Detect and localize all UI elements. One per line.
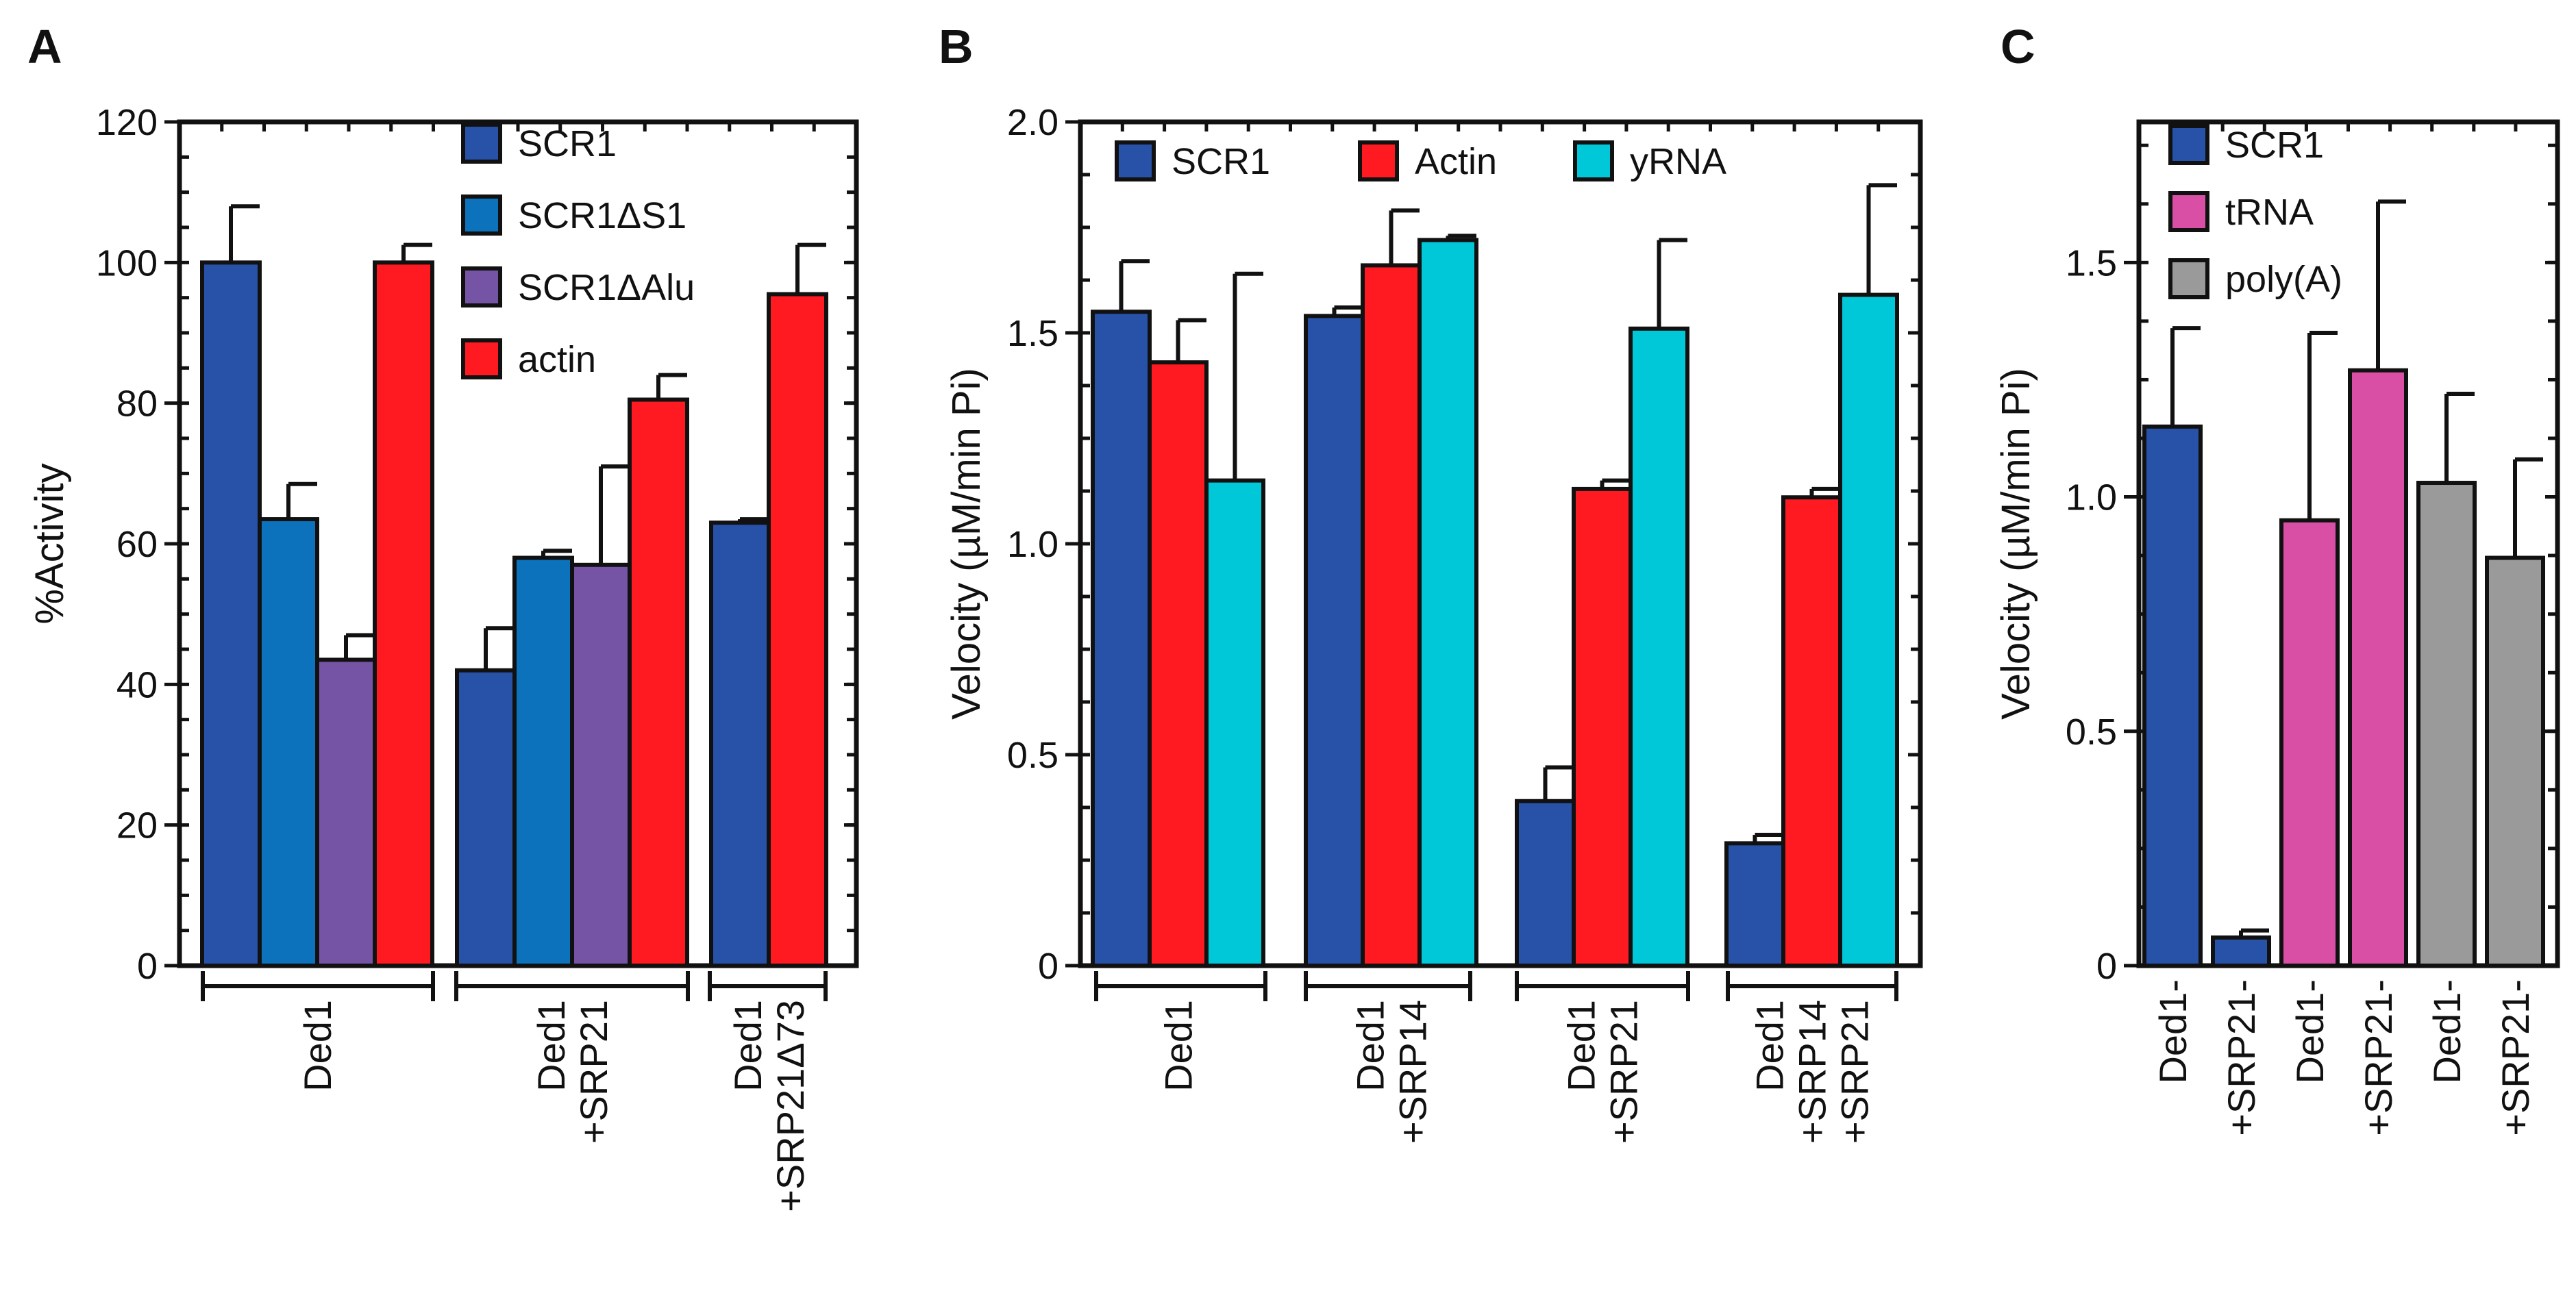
bar-scr1 [2211, 935, 2271, 968]
bar-scr1s1 [258, 517, 319, 968]
bar-yrna [1417, 238, 1478, 968]
bar-scr1 [200, 260, 262, 968]
legend-swatch-yrna [1573, 140, 1614, 181]
bar-actin [1148, 360, 1209, 968]
bar-scr1 [1091, 310, 1152, 968]
group-label: Ded1 [1560, 1000, 1603, 1092]
group-label: Ded1- [2151, 979, 2194, 1084]
y-axis-title: %Activity [27, 463, 72, 624]
legend-swatch-scr1s1 [461, 194, 502, 236]
bar-actin [1781, 495, 1842, 968]
group-label: +SRP21 [1833, 1000, 1877, 1144]
legend-label: actin [518, 339, 596, 380]
group-label: Ded1 [726, 1000, 769, 1092]
y-tick-label: 0.5 [2066, 712, 2117, 753]
legend-label: SCR1 [518, 123, 617, 164]
bar-scr1 [2142, 424, 2203, 968]
bar-scr1 [1724, 841, 1785, 968]
bar-trna [2279, 518, 2340, 968]
group-label: +SRP21 [572, 1000, 615, 1144]
bar-actin [1361, 263, 1422, 968]
panel-letter-b: B [939, 20, 974, 73]
y-tick-label: 1.0 [1007, 524, 1058, 565]
y-axis-title: Velocity (µM/min Pi) [944, 368, 989, 720]
legend-swatch-actin [1358, 140, 1399, 181]
group-label: Ded1 [1349, 1000, 1392, 1092]
group-label: Ded1 [1157, 1000, 1200, 1092]
legend-swatch-polya [2168, 258, 2209, 299]
bar-yrna [1628, 326, 1689, 968]
group-label: +SRP21 [1602, 1000, 1646, 1144]
legend-label: Actin [1415, 141, 1497, 182]
bar-polya [2416, 481, 2477, 968]
legend-swatch-trna [2168, 191, 2209, 232]
y-tick-label: 100 [96, 242, 158, 284]
bar-yrna [1204, 478, 1265, 968]
panel-letter-c: C [2001, 20, 2035, 73]
y-tick-label: 60 [116, 524, 158, 565]
y-tick-label: 40 [116, 664, 158, 705]
bar-actin [767, 292, 828, 968]
y-tick-label: 20 [116, 805, 158, 846]
legend-label: SCR1ΔS1 [518, 195, 686, 236]
group-label: +SRP21Δ73 [769, 1000, 812, 1212]
legend-swatch-actin [461, 338, 502, 379]
group-label: Ded1- [2288, 979, 2331, 1084]
bar-trna [2348, 368, 2408, 968]
bar-yrna [1838, 292, 1899, 968]
bar-polya [2485, 555, 2545, 968]
panel-letter-a: A [27, 20, 62, 73]
group-label: Ded1- [2425, 979, 2468, 1084]
group-label: +SRP21- [2494, 979, 2537, 1136]
legend-swatch-scr1alu [461, 266, 502, 307]
y-tick-label: 80 [116, 384, 158, 425]
bar-actin [373, 260, 434, 968]
legend-label: tRNA [2225, 192, 2314, 233]
y-tick-label: 1.5 [1007, 313, 1058, 354]
group-label: +SRP21- [2357, 979, 2400, 1136]
y-tick-label: 0 [1038, 946, 1058, 987]
group-label: +SRP21- [2220, 979, 2263, 1136]
bar-scr1s1 [512, 555, 574, 968]
group-label: +SRP14 [1391, 1000, 1435, 1144]
bar-scr1 [455, 668, 517, 968]
bar-scr1 [1304, 314, 1365, 968]
bar-scr1 [709, 520, 771, 968]
y-tick-label: 0.5 [1007, 735, 1058, 776]
legend-swatch-scr1 [1115, 140, 1156, 181]
y-tick-label: 0 [137, 946, 158, 987]
bar-actin [1572, 486, 1633, 968]
bar-scr1alu [315, 657, 377, 968]
y-tick-label: 0 [2096, 946, 2117, 987]
y-tick-label: 1.0 [2066, 477, 2117, 518]
bar-actin [628, 397, 689, 968]
legend-label: poly(A) [2225, 259, 2342, 300]
group-label: Ded1 [296, 1000, 339, 1092]
y-tick-label: 1.5 [2066, 242, 2117, 284]
bar-scr1alu [570, 562, 632, 968]
group-label: Ded1 [530, 1000, 573, 1092]
legend-label: SCR1 [2225, 125, 2324, 166]
group-label: Ded1 [1748, 1000, 1792, 1092]
legend-label: yRNA [1630, 141, 1726, 182]
legend-swatch-scr1 [2168, 124, 2209, 165]
y-tick-label: 2.0 [1007, 102, 1058, 143]
bar-scr1 [1515, 799, 1576, 968]
legend-swatch-scr1 [461, 123, 502, 164]
legend-label: SCR1 [1172, 141, 1270, 182]
legend-label: SCR1ΔAlu [518, 267, 695, 308]
group-label: +SRP14 [1791, 1000, 1834, 1144]
y-axis-title: Velocity (µM/min Pi) [1994, 368, 2038, 720]
y-tick-label: 120 [96, 102, 158, 143]
